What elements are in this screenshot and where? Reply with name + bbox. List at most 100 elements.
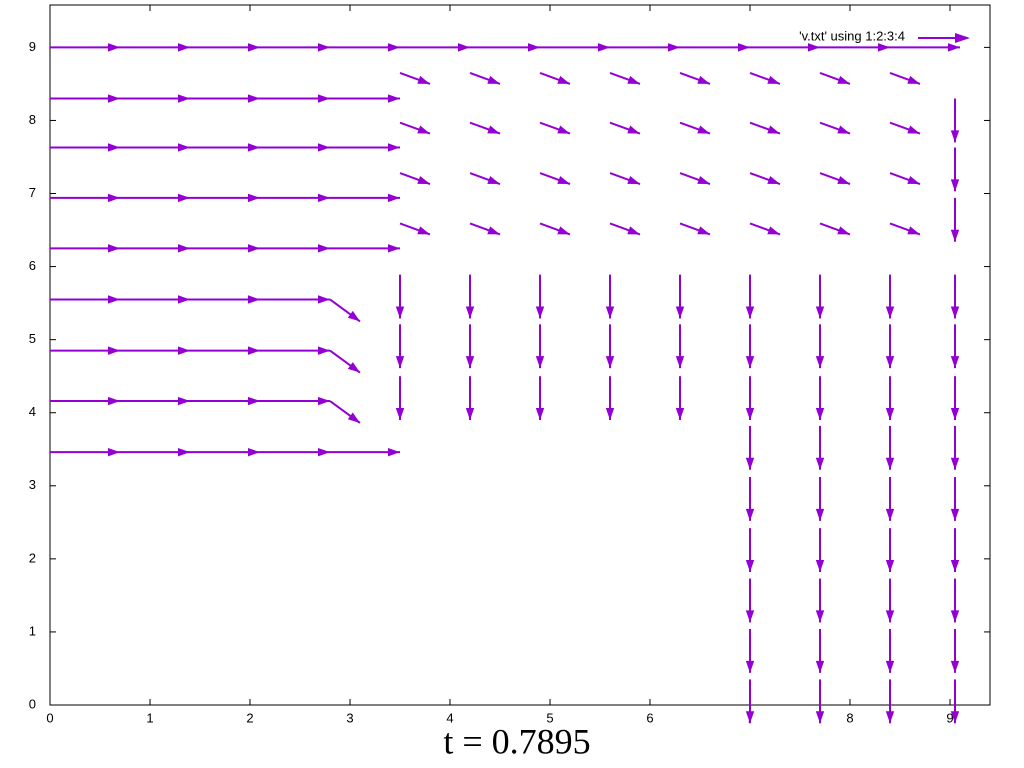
- vector-arrow: [400, 43, 470, 52]
- arrow-head: [347, 310, 360, 322]
- vector-arrow: [399, 222, 431, 236]
- vector-arrow: [50, 193, 120, 203]
- arrow-head: [557, 175, 570, 185]
- arrow-head: [108, 295, 120, 304]
- arrow-head: [605, 356, 615, 369]
- arrow-head: [318, 43, 330, 52]
- vector-arrow: [469, 172, 501, 185]
- arrow-head: [388, 244, 400, 253]
- vector-arrow: [885, 376, 895, 421]
- vector-arrow: [465, 324, 475, 369]
- vector-arrow: [749, 172, 781, 185]
- arrow-head: [318, 346, 330, 355]
- arrow-head: [248, 43, 260, 52]
- vector-arrow: [815, 324, 825, 369]
- vector-arrow: [330, 447, 400, 457]
- arrow-head: [557, 226, 570, 235]
- arrow-head: [907, 226, 920, 235]
- vector-arrow: [950, 324, 960, 369]
- arrow-head: [178, 244, 190, 253]
- vector-arrow: [950, 98, 960, 143]
- arrow-head: [108, 43, 120, 52]
- vector-arrow: [885, 477, 895, 521]
- arrow-head: [248, 447, 260, 457]
- y-tick-label: 2: [29, 550, 36, 565]
- arrow-head: [878, 43, 890, 52]
- arrow-head: [697, 125, 710, 134]
- arrow-head: [907, 125, 920, 134]
- vector-arrow: [749, 222, 781, 236]
- vector-arrow: [890, 43, 960, 52]
- vector-arrow: [120, 193, 190, 203]
- vector-arrow: [190, 94, 260, 103]
- y-tick-label: 5: [29, 331, 36, 346]
- vector-arrow: [330, 193, 400, 203]
- vector-arrow: [190, 396, 260, 406]
- arrow-head: [668, 43, 680, 52]
- arrow-head: [528, 43, 540, 52]
- arrow-head: [950, 560, 960, 573]
- arrow-head: [388, 43, 400, 52]
- arrow-head: [745, 306, 755, 319]
- vector-arrow: [120, 396, 190, 406]
- arrow-head: [178, 447, 190, 457]
- vector-arrow: [885, 528, 895, 573]
- vector-arrow: [190, 244, 260, 253]
- arrow-head: [395, 408, 405, 421]
- vector-arrow: [749, 121, 781, 135]
- x-tick-label: 9: [946, 710, 953, 725]
- arrow-head: [248, 346, 260, 355]
- legend-label: 'v.txt' using 1:2:3:4: [799, 28, 905, 43]
- vector-arrow: [50, 295, 120, 304]
- vector-arrow: [610, 43, 680, 52]
- vector-arrow: [950, 528, 960, 573]
- arrow-head: [950, 408, 960, 421]
- arrow-head: [318, 143, 330, 152]
- arrow-head: [950, 711, 960, 724]
- vector-arrow: [605, 324, 615, 369]
- vector-arrow: [745, 679, 755, 724]
- arrow-head: [248, 143, 260, 152]
- vector-arrow: [885, 578, 895, 623]
- arrow-head: [535, 356, 545, 369]
- y-tick-label: 1: [29, 623, 36, 638]
- x-tick-label: 2: [246, 710, 253, 725]
- arrow-head: [388, 94, 400, 103]
- vector-arrow: [540, 43, 610, 52]
- vector-arrow: [679, 172, 711, 185]
- vector-arrow: [260, 193, 330, 203]
- arrow-head: [108, 244, 120, 253]
- arrow-head: [108, 94, 120, 103]
- vector-arrow: [815, 477, 825, 521]
- vector-arrow: [815, 274, 825, 319]
- vector-arrow: [745, 629, 755, 673]
- vector-arrow: [50, 43, 120, 52]
- arrow-head: [395, 356, 405, 369]
- arrow-head: [417, 125, 430, 134]
- arrow-head: [815, 457, 825, 470]
- arrow-head: [885, 660, 895, 673]
- arrow-head: [697, 226, 710, 235]
- vector-arrow: [539, 72, 571, 85]
- y-tick-label: 8: [29, 112, 36, 127]
- arrow-head: [248, 193, 260, 203]
- arrow-head: [745, 660, 755, 673]
- arrow-head: [605, 408, 615, 421]
- vector-arrow: [609, 121, 641, 135]
- vector-arrow: [815, 528, 825, 573]
- vector-arrow: [605, 274, 615, 319]
- arrow-head: [950, 179, 960, 192]
- y-tick-label: 9: [29, 39, 36, 54]
- arrow-head: [815, 306, 825, 319]
- vector-arrow: [889, 172, 921, 185]
- vector-arrow: [815, 425, 825, 470]
- arrow-head: [605, 306, 615, 319]
- y-tick-label: 7: [29, 185, 36, 200]
- vector-arrow: [609, 172, 641, 185]
- vector-arrow: [120, 447, 190, 457]
- vector-arrow: [889, 222, 921, 236]
- arrow-head: [465, 306, 475, 319]
- vector-arrow: [330, 143, 400, 152]
- arrow-head: [745, 457, 755, 470]
- arrow-head: [837, 125, 850, 134]
